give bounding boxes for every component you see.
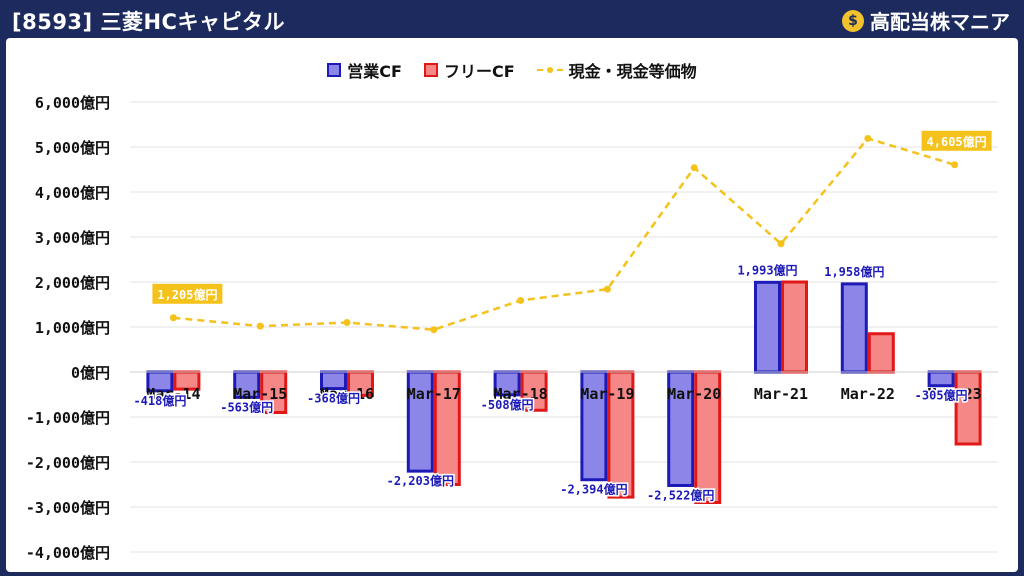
data-label-operating-cf: -2,203億円 bbox=[387, 473, 454, 488]
legend-swatch-cash bbox=[536, 63, 563, 77]
bar-operating-cf bbox=[840, 282, 868, 374]
data-label-operating-cf: -305億円 bbox=[915, 388, 968, 403]
x-tick-label: Mar-14 bbox=[146, 385, 200, 403]
legend-item-free-cf: フリーCF bbox=[423, 58, 515, 82]
x-tick-label: Mar-18 bbox=[494, 385, 548, 403]
brand-name: 高配当株マニア bbox=[870, 10, 1010, 34]
data-label-operating-cf: 1,958億円 bbox=[824, 264, 884, 279]
y-tick-label: 4,000億円 bbox=[35, 184, 110, 202]
x-tick-label: Mar-17 bbox=[407, 385, 461, 403]
bar-free-cf bbox=[694, 370, 722, 504]
x-tick-label: Mar-20 bbox=[667, 385, 721, 403]
bar-free-cf bbox=[954, 370, 982, 446]
y-tick-label: -3,000億円 bbox=[26, 499, 110, 517]
bar-free-cf bbox=[433, 370, 461, 486]
legend-label-cash: 現金・現金等価物 bbox=[568, 62, 697, 81]
data-label-cash: 1,205億円 bbox=[157, 287, 217, 302]
y-tick-label: -1,000億円 bbox=[26, 409, 110, 427]
legend-item-operating-cf: 営業CF bbox=[327, 58, 402, 82]
data-label-operating-cf: -418億円 bbox=[133, 393, 186, 408]
legend-swatch-operating-cf bbox=[327, 63, 342, 77]
y-tick-label: -4,000億円 bbox=[26, 544, 110, 562]
brand: $ 高配当株マニア bbox=[842, 6, 1010, 35]
line-cash bbox=[173, 137, 955, 331]
data-label-operating-cf: -2,522億円 bbox=[647, 487, 714, 502]
point-cash bbox=[603, 285, 611, 293]
point-cash bbox=[864, 134, 872, 142]
y-tick-label: -2,000億円 bbox=[26, 454, 110, 472]
page-title: [8593] 三菱HCキャピタル bbox=[12, 10, 285, 34]
y-tick-label: 1,000億円 bbox=[35, 319, 110, 337]
bar-operating-cf bbox=[233, 370, 261, 399]
x-tick-label: Mar-22 bbox=[841, 385, 895, 403]
bar-free-cf bbox=[607, 370, 635, 499]
data-label-cash: 4,605億円 bbox=[927, 134, 987, 149]
point-cash bbox=[951, 161, 959, 169]
x-tick-label: Mar-21 bbox=[754, 385, 808, 403]
bar-free-cf bbox=[867, 332, 895, 374]
bar-operating-cf bbox=[927, 370, 955, 388]
data-label-operating-cf: 1,993億円 bbox=[737, 262, 797, 277]
y-tick-label: 5,000億円 bbox=[35, 139, 110, 157]
x-tick-label: Mar-15 bbox=[233, 385, 287, 403]
bar-free-cf bbox=[781, 280, 808, 374]
x-tick-label: Mar-19 bbox=[580, 385, 634, 403]
point-cash bbox=[517, 296, 525, 304]
legend-label-operating-cf: 営業CF bbox=[347, 62, 402, 81]
bar-operating-cf bbox=[406, 370, 434, 473]
money-bag-icon: $ bbox=[842, 9, 864, 32]
data-label-operating-cf: -508億円 bbox=[481, 397, 534, 412]
bar-operating-cf bbox=[754, 280, 781, 374]
point-cash bbox=[777, 240, 785, 248]
point-cash bbox=[430, 326, 438, 334]
legend-item-cash: 現金・現金等価物 bbox=[536, 58, 697, 82]
data-label-operating-cf: -2,394億円 bbox=[560, 482, 627, 497]
point-cash bbox=[169, 314, 177, 322]
y-tick-label: 0億円 bbox=[71, 364, 110, 382]
point-cash bbox=[343, 319, 351, 326]
legend-label-free-cf: フリーCF bbox=[443, 62, 515, 81]
x-tick-label: Mar-23 bbox=[928, 385, 982, 403]
y-tick-label: 2,000億円 bbox=[35, 274, 110, 292]
point-cash bbox=[256, 322, 264, 330]
data-label-box-cash bbox=[152, 283, 223, 304]
data-label-operating-cf: -368億円 bbox=[307, 391, 360, 406]
point-cash bbox=[690, 164, 698, 172]
chart-legend: 営業CF フリーCF 現金・現金等価物 bbox=[0, 58, 1024, 82]
x-tick-label: Mar-16 bbox=[320, 385, 374, 403]
y-tick-label: 6,000億円 bbox=[35, 94, 110, 112]
data-label-box-cash bbox=[921, 130, 992, 151]
data-label-operating-cf: -563億円 bbox=[220, 399, 273, 414]
y-tick-label: 3,000億円 bbox=[35, 229, 110, 247]
legend-swatch-free-cf bbox=[423, 63, 438, 77]
